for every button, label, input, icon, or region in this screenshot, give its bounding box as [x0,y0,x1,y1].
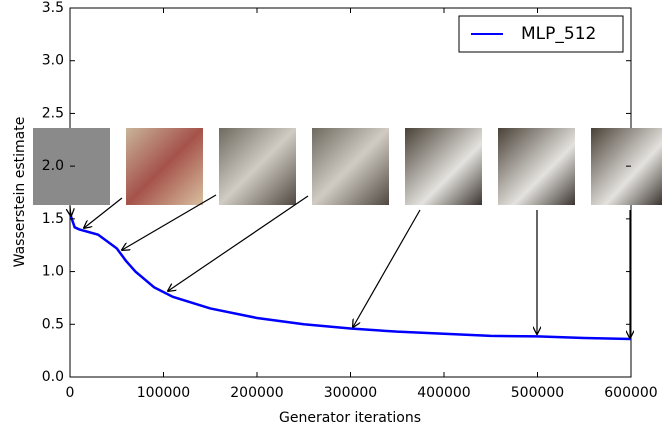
sample-image [219,128,296,205]
x-axis-label: Generator iterations [279,410,421,426]
y-tick-label: 0.5 [42,316,64,332]
y-tick-label: 2.0 [42,158,64,174]
x-tick-label: 200000 [230,385,283,401]
thumbnails [33,128,662,205]
legend-label: MLP_512 [521,24,596,44]
page: {"chart_data": {"type": "line", "x_label… [0,0,662,431]
y-tick-label: 1.5 [42,211,64,227]
x-tick-label: 600000 [604,385,657,401]
sample-image [405,128,482,205]
x-tick-label: 500000 [511,385,564,401]
x-tick-label: 300000 [324,385,377,401]
y-tick-label: 3.5 [42,0,64,16]
chart: Generator iterations Wasserstein estimat… [0,0,662,431]
x-tick-label: 0 [66,385,75,401]
y-axis-label: Wasserstein estimate [12,117,28,268]
sample-image [498,128,575,205]
x-tick-label: 400000 [417,385,470,401]
y-tick-label: 1.0 [42,264,64,280]
y-tick-label: 2.5 [42,105,64,121]
sample-image [312,128,389,205]
x-tick-label: 100000 [137,385,190,401]
sample-image [126,128,203,205]
y-tick-label: 3.0 [42,53,64,69]
y-tick-label: 0.0 [42,369,64,385]
